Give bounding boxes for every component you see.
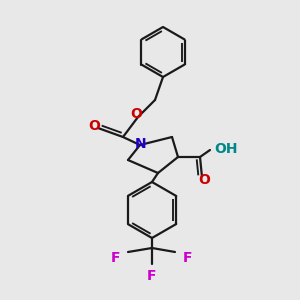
Text: O: O xyxy=(130,107,142,121)
Text: O: O xyxy=(198,173,210,187)
Text: OH: OH xyxy=(214,142,238,156)
Text: F: F xyxy=(111,251,121,265)
Text: N: N xyxy=(135,137,147,151)
Text: O: O xyxy=(88,119,100,133)
Text: F: F xyxy=(147,269,157,283)
Text: F: F xyxy=(182,251,192,265)
